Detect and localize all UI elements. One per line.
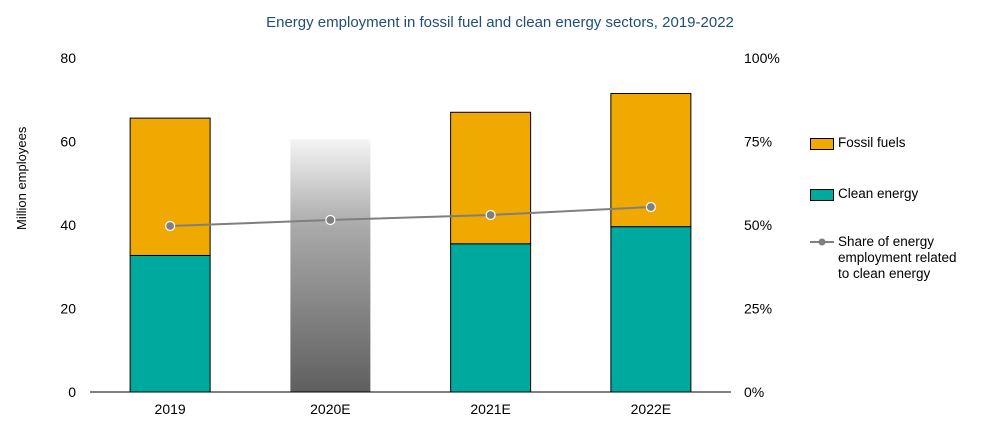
legend-share-label-line2: employment related: [838, 250, 957, 265]
bar-clean-2021E: [450, 243, 532, 393]
y-tick-label-0: 0: [68, 384, 76, 400]
legend-clean-label: Clean energy: [838, 186, 919, 201]
legend-share-marker: [810, 238, 834, 246]
chart-title: Energy employment in fossil fuel and cle…: [266, 14, 734, 31]
legend-share-label-line3: to clean energy: [838, 266, 931, 281]
line-share-clean-energy: [170, 205, 651, 228]
y2-tick-label-100pct: 100%: [744, 50, 780, 66]
x-tick-label-2019: 2019: [155, 401, 186, 417]
y2-tick-label-75pct: 75%: [744, 134, 772, 150]
legend-fossil-swatch: [810, 138, 834, 150]
bar-clean-2022E: [610, 226, 692, 393]
bar-fossil-2019: [129, 117, 211, 256]
legend-clean-swatch: [810, 189, 834, 201]
x-tick-label-2020E: 2020E: [310, 401, 350, 417]
legend-share-label-line1: Share of energy: [838, 234, 935, 249]
legend-fossil-label: Fossil fuels: [838, 135, 906, 150]
y-tick-label-80: 80: [60, 50, 76, 66]
bar-clean-2019: [129, 254, 211, 393]
point-share-2019: [165, 220, 176, 232]
point-share-2020E: [325, 214, 336, 226]
y2-tick-label-25pct: 25%: [744, 301, 772, 317]
y-tick-label-20: 20: [60, 301, 76, 317]
point-share-2021E: [485, 209, 496, 221]
y-tick-label-40: 40: [60, 217, 76, 233]
y-tick-label-60: 60: [60, 134, 76, 150]
bar-fossil-2021E: [450, 111, 532, 245]
x-tick-label-2021E: 2021E: [470, 401, 510, 417]
bar-2020E-estimate: [290, 139, 371, 392]
y2-tick-label-0pct: 0%: [744, 384, 764, 400]
point-share-2022E: [645, 201, 656, 213]
x-tick-label-2022E: 2022E: [631, 401, 671, 417]
y2-tick-label-50pct: 50%: [744, 217, 772, 233]
